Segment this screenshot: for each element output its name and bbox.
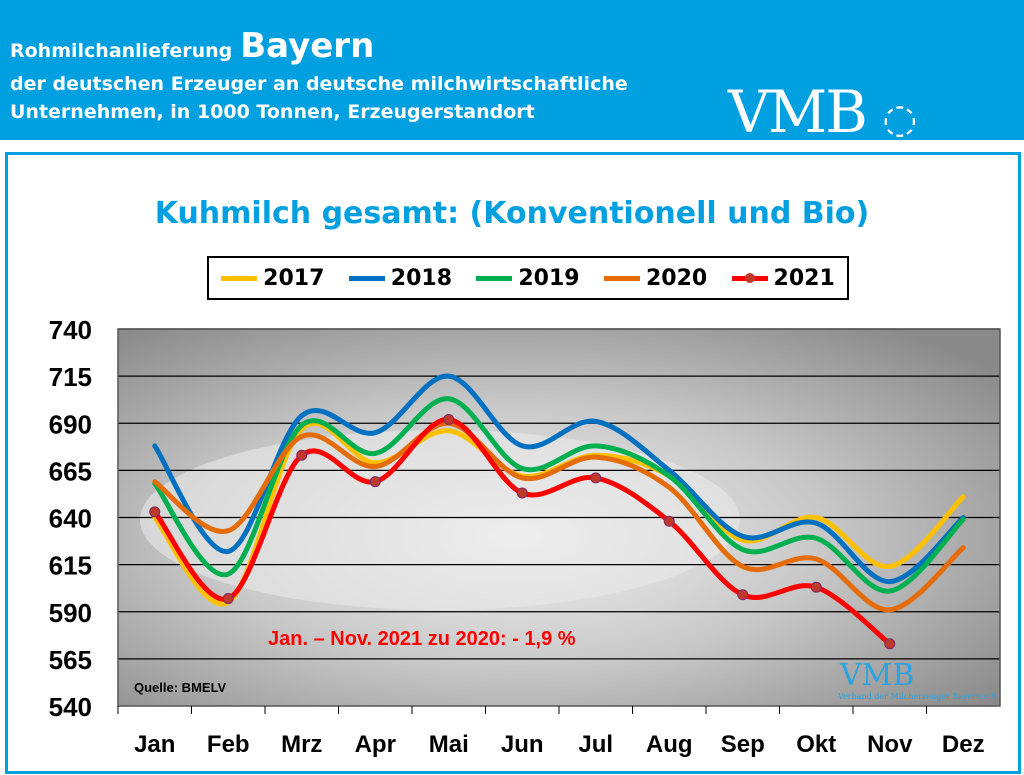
data-point-2021 <box>149 506 161 518</box>
header-region: Bayern <box>240 26 375 66</box>
y-tick-label: 565 <box>49 645 92 675</box>
watermark-logo: VMB <box>839 658 914 693</box>
y-tick-label: 615 <box>49 551 92 581</box>
data-point-2021 <box>884 638 896 650</box>
header-line2: der deutschen Erzeuger an deutsche milch… <box>10 73 628 95</box>
x-tick-label: Feb <box>207 731 250 758</box>
data-point-2021 <box>810 581 822 593</box>
legend-label: 2021 <box>773 265 835 291</box>
y-tick-label: 640 <box>49 504 92 534</box>
x-tick-label: Dez <box>942 731 985 758</box>
x-tick-label: Aug <box>646 731 693 758</box>
data-point-2021 <box>369 476 381 488</box>
legend-item-2021: 2021 <box>731 265 835 291</box>
data-point-2021 <box>663 515 675 527</box>
data-point-2021 <box>590 472 602 484</box>
data-point-2021 <box>516 487 528 499</box>
header-line1: Rohmilchanlieferung <box>10 40 233 62</box>
y-tick-label: 740 <box>49 315 92 345</box>
series-line-2020 <box>152 420 966 613</box>
watermark-subtitle: Verband der Milcherzeuger Bayern e.V. <box>837 692 998 701</box>
data-point-2021 <box>296 449 308 461</box>
header-title: Rohmilchanlieferung Bayern <box>10 26 374 66</box>
legend-swatch <box>221 275 258 281</box>
y-tick-label: 665 <box>49 456 92 486</box>
legend-label: 2019 <box>518 265 580 291</box>
data-point-2021 <box>443 413 455 425</box>
y-tick-label: 590 <box>49 598 92 628</box>
legend-label: 2017 <box>263 265 325 291</box>
source-label: Quelle: BMELV <box>134 680 227 695</box>
series-line-2021 <box>152 416 893 647</box>
series-line-2019 <box>152 396 966 594</box>
legend-label: 2018 <box>390 265 452 291</box>
legend-label: 2020 <box>645 265 708 291</box>
x-tick-label: Jul <box>578 731 613 758</box>
x-tick-label: Jan <box>134 731 175 758</box>
legend-swatch <box>603 275 640 281</box>
legend-item-2017: 2017 <box>221 266 324 291</box>
annotation: Jan. – Nov. 2021 zu 2020: - 1,9 % <box>268 628 576 650</box>
legend-swatch <box>476 275 513 281</box>
legend-swatch <box>348 275 385 281</box>
header-line3: Unternehmen, in 1000 Tonnen, Erzeugersta… <box>10 101 535 123</box>
logo-swirl-icon: ◌ <box>882 96 917 142</box>
legend-item-2019: 2019 <box>476 265 580 291</box>
header-subtitle: der deutschen Erzeuger an deutsche milch… <box>10 70 628 126</box>
legend-swatch <box>731 272 768 283</box>
data-point-2021 <box>222 593 234 605</box>
chart-title: Kuhmilch gesamt: (Konventionell und Bio) <box>154 196 870 231</box>
header-banner: Rohmilchanlieferung Bayern der deutschen … <box>0 0 1024 146</box>
legend: 2017 2018 2019 2020 2021 <box>207 256 849 300</box>
y-tick-label: 540 <box>49 692 92 722</box>
legend-item-2020: 2020 <box>603 265 708 291</box>
vmb-logo: VMB ◌ <box>728 78 917 146</box>
x-tick-label: Nov <box>867 731 913 758</box>
x-tick-label: Sep <box>721 731 765 758</box>
y-tick-label: 690 <box>49 409 92 439</box>
x-tick-label: Mai <box>429 731 469 758</box>
data-point-2021 <box>737 589 749 601</box>
legend-item-2018: 2018 <box>348 265 452 291</box>
y-tick-label: 715 <box>49 362 92 392</box>
x-tick-label: Apr <box>355 731 396 758</box>
x-tick-label: Okt <box>796 731 836 758</box>
x-tick-label: Mrz <box>281 731 322 758</box>
x-tick-label: Jun <box>501 731 544 758</box>
logo-text: VMB <box>728 78 868 146</box>
